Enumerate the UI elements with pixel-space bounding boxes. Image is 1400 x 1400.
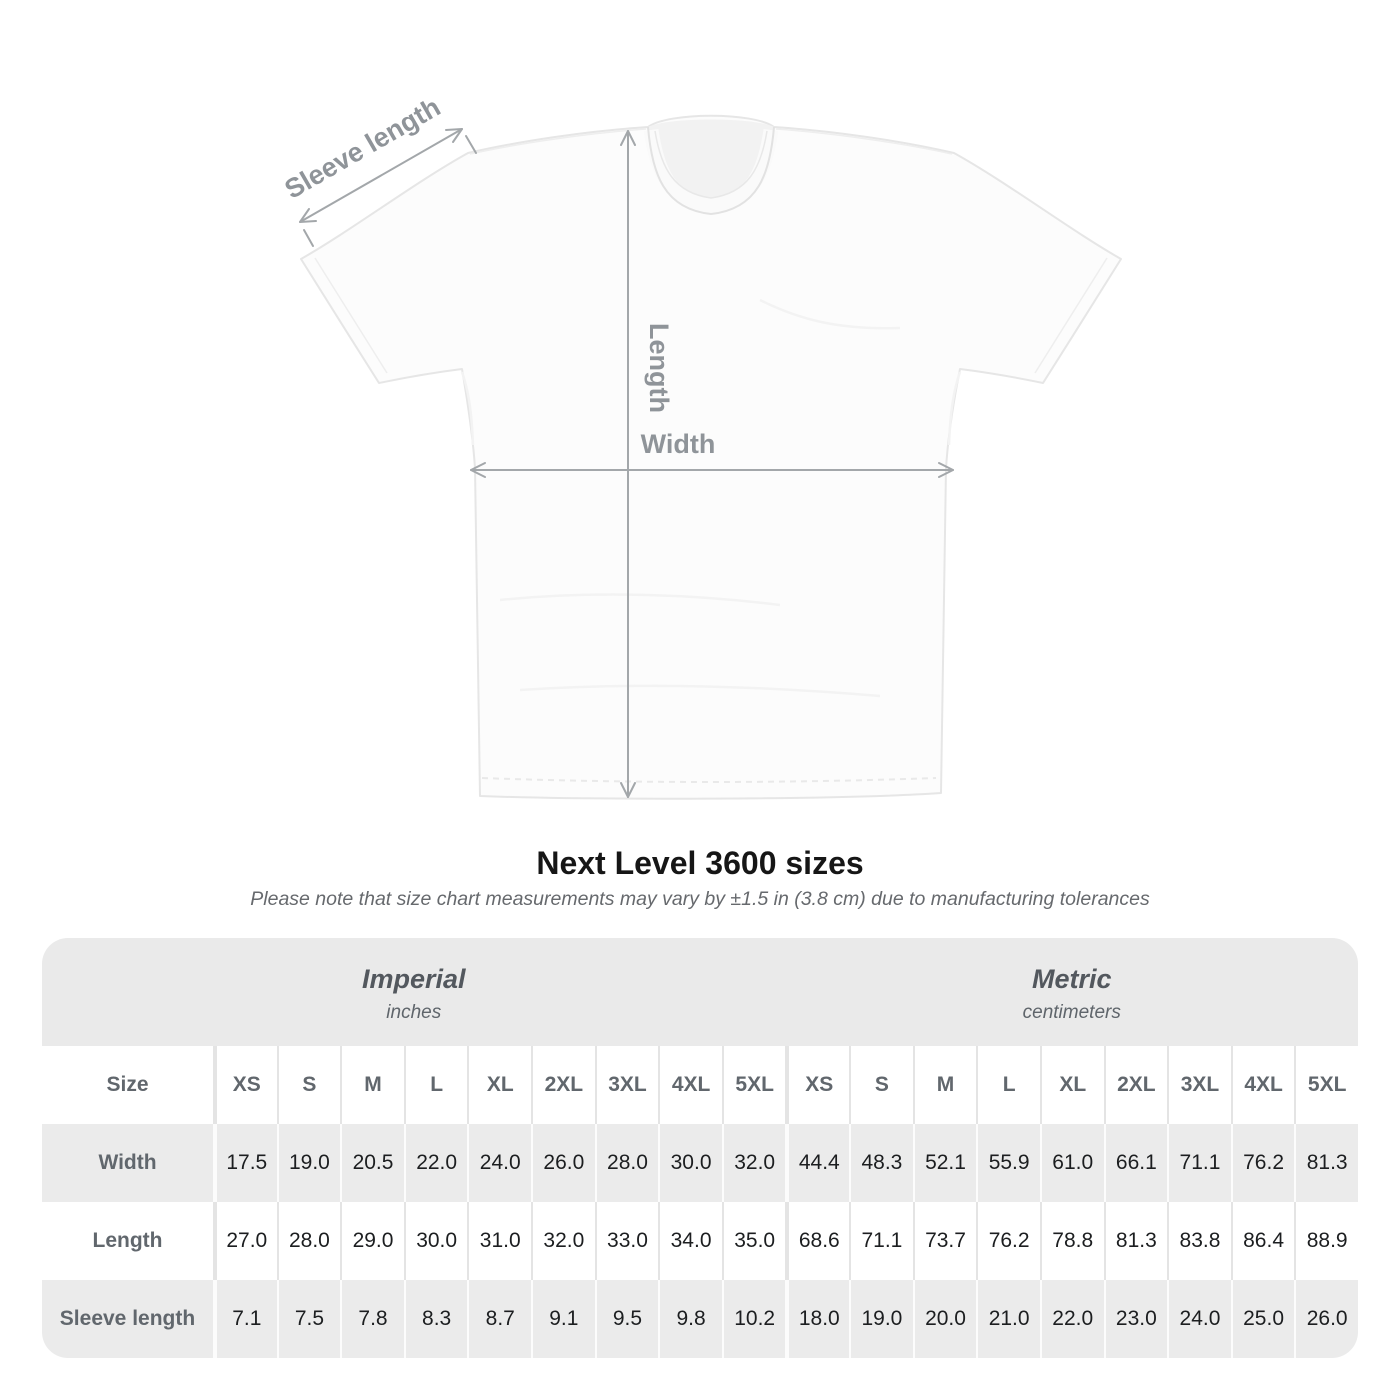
size-col-header: 2XL: [531, 1046, 595, 1124]
table-cell: 20.5: [340, 1124, 404, 1202]
table-cell: 8.7: [467, 1280, 531, 1358]
table-cell: 26.0: [1294, 1280, 1358, 1358]
length-row: Length 27.0 28.0 29.0 30.0 31.0 32.0 33.…: [42, 1202, 1358, 1280]
size-chart-table: Imperial inches Metric centimeters Size …: [42, 938, 1358, 1358]
size-col-header: M: [912, 1046, 977, 1124]
table-cell: 20.0: [912, 1280, 977, 1358]
tolerance-note: Please note that size chart measurements…: [250, 888, 1150, 910]
imperial-title: Imperial: [361, 964, 466, 994]
table-cell: 76.2: [976, 1202, 1040, 1280]
row-label: Width: [98, 1151, 157, 1174]
table-cell: 17.5: [213, 1124, 277, 1202]
size-corner-label: Size: [106, 1073, 149, 1096]
table-cell: 32.0: [531, 1202, 595, 1280]
size-col-header: 5XL: [721, 1046, 786, 1124]
table-cell: 88.9: [1294, 1202, 1358, 1280]
imperial-header: Imperial inches: [42, 938, 786, 1046]
size-col-header: S: [276, 1046, 341, 1124]
table-cell: 24.0: [1167, 1280, 1231, 1358]
size-header-row: Size XS S M L XL 2XL 3XL 4XL 5XL XS S M …: [42, 1046, 1358, 1124]
table-cell: 29.0: [340, 1202, 404, 1280]
table-cell: 9.1: [531, 1280, 595, 1358]
table-cell: 22.0: [1039, 1280, 1104, 1358]
table-cell: 83.8: [1167, 1202, 1231, 1280]
length-label: Length: [644, 323, 674, 413]
width-arrow: [470, 462, 954, 478]
table-cell: 71.1: [849, 1202, 913, 1280]
table-cell: 33.0: [594, 1202, 659, 1280]
size-col-header: 3XL: [594, 1046, 659, 1124]
table-cell: 22.0: [403, 1124, 468, 1202]
table-cell: 9.5: [594, 1280, 659, 1358]
size-col-header: L: [976, 1046, 1040, 1124]
table-cell: 28.0: [276, 1202, 341, 1280]
table-cell: 35.0: [721, 1202, 786, 1280]
tshirt-measurement-diagram: Sleeve length Length Width: [280, 92, 1122, 800]
table-cell: 30.0: [403, 1202, 468, 1280]
table-cell: 27.0: [213, 1202, 277, 1280]
table-cell: 26.0: [531, 1124, 595, 1202]
row-label: Length: [92, 1229, 163, 1252]
table-cell: 81.3: [1294, 1124, 1358, 1202]
size-col-header: L: [403, 1046, 468, 1124]
size-col-header: 3XL: [1167, 1046, 1231, 1124]
page-title: Next Level 3600 sizes: [536, 845, 864, 881]
table-cell: 32.0: [721, 1124, 786, 1202]
metric-title: Metric: [1031, 964, 1112, 994]
table-cell: 8.3: [403, 1280, 468, 1358]
table-cell: 28.0: [594, 1124, 659, 1202]
table-cell: 31.0: [467, 1202, 531, 1280]
table-cell: 81.3: [1103, 1202, 1168, 1280]
table-cell: 9.8: [658, 1280, 722, 1358]
table-cell: 7.1: [213, 1280, 277, 1358]
length-arrow: [620, 130, 636, 798]
table-cell: 55.9: [976, 1124, 1040, 1202]
table-cell: 52.1: [912, 1124, 977, 1202]
table-cell: 48.3: [849, 1124, 913, 1202]
table-cell: 25.0: [1230, 1280, 1295, 1358]
width-label: Width: [641, 429, 716, 459]
size-col-header: 2XL: [1103, 1046, 1168, 1124]
metric-header: Metric centimeters: [786, 938, 1359, 1046]
sleeve-length-row: Sleeve length 7.1 7.5 7.8 8.3 8.7 9.1 9.…: [42, 1280, 1358, 1358]
table-cell: 23.0: [1103, 1280, 1168, 1358]
table-cell: 66.1: [1103, 1124, 1168, 1202]
metric-unit: centimeters: [1022, 1002, 1121, 1023]
table-cell: 7.5: [276, 1280, 341, 1358]
table-cell: 76.2: [1230, 1124, 1295, 1202]
table-cell: 78.8: [1039, 1202, 1104, 1280]
table-cell: 44.4: [785, 1124, 849, 1202]
table-cell: 19.0: [849, 1280, 913, 1358]
size-col-header: 4XL: [1230, 1046, 1295, 1124]
table-cell: 34.0: [658, 1202, 722, 1280]
table-cell: 18.0: [785, 1280, 849, 1358]
table-cell: 71.1: [1167, 1124, 1231, 1202]
imperial-unit: inches: [386, 1002, 442, 1023]
size-col-header: M: [340, 1046, 404, 1124]
size-col-header: 5XL: [1294, 1046, 1358, 1124]
table-cell: 61.0: [1039, 1124, 1104, 1202]
tshirt-graphic: [300, 114, 1122, 800]
size-col-header: XS: [785, 1046, 849, 1124]
row-label: Sleeve length: [59, 1307, 196, 1330]
size-col-header: XL: [1039, 1046, 1104, 1124]
table-cell: 21.0: [976, 1280, 1040, 1358]
table-cell: 86.4: [1230, 1202, 1295, 1280]
table-cell: 73.7: [912, 1202, 977, 1280]
size-col-header: XS: [213, 1046, 277, 1124]
table-cell: 24.0: [467, 1124, 531, 1202]
width-row: Width 17.5 19.0 20.5 22.0 24.0 26.0 28.0…: [42, 1124, 1358, 1202]
size-col-header: 4XL: [658, 1046, 722, 1124]
sleeve-length-arrow: [299, 128, 477, 247]
size-col-header: XL: [467, 1046, 531, 1124]
table-cell: 68.6: [785, 1202, 849, 1280]
table-cell: 10.2: [721, 1280, 786, 1358]
table-cell: 7.8: [340, 1280, 404, 1358]
unit-header-band: Imperial inches Metric centimeters: [42, 938, 1358, 1046]
table-cell: 30.0: [658, 1124, 722, 1202]
size-col-header: S: [849, 1046, 913, 1124]
table-cell: 19.0: [276, 1124, 341, 1202]
